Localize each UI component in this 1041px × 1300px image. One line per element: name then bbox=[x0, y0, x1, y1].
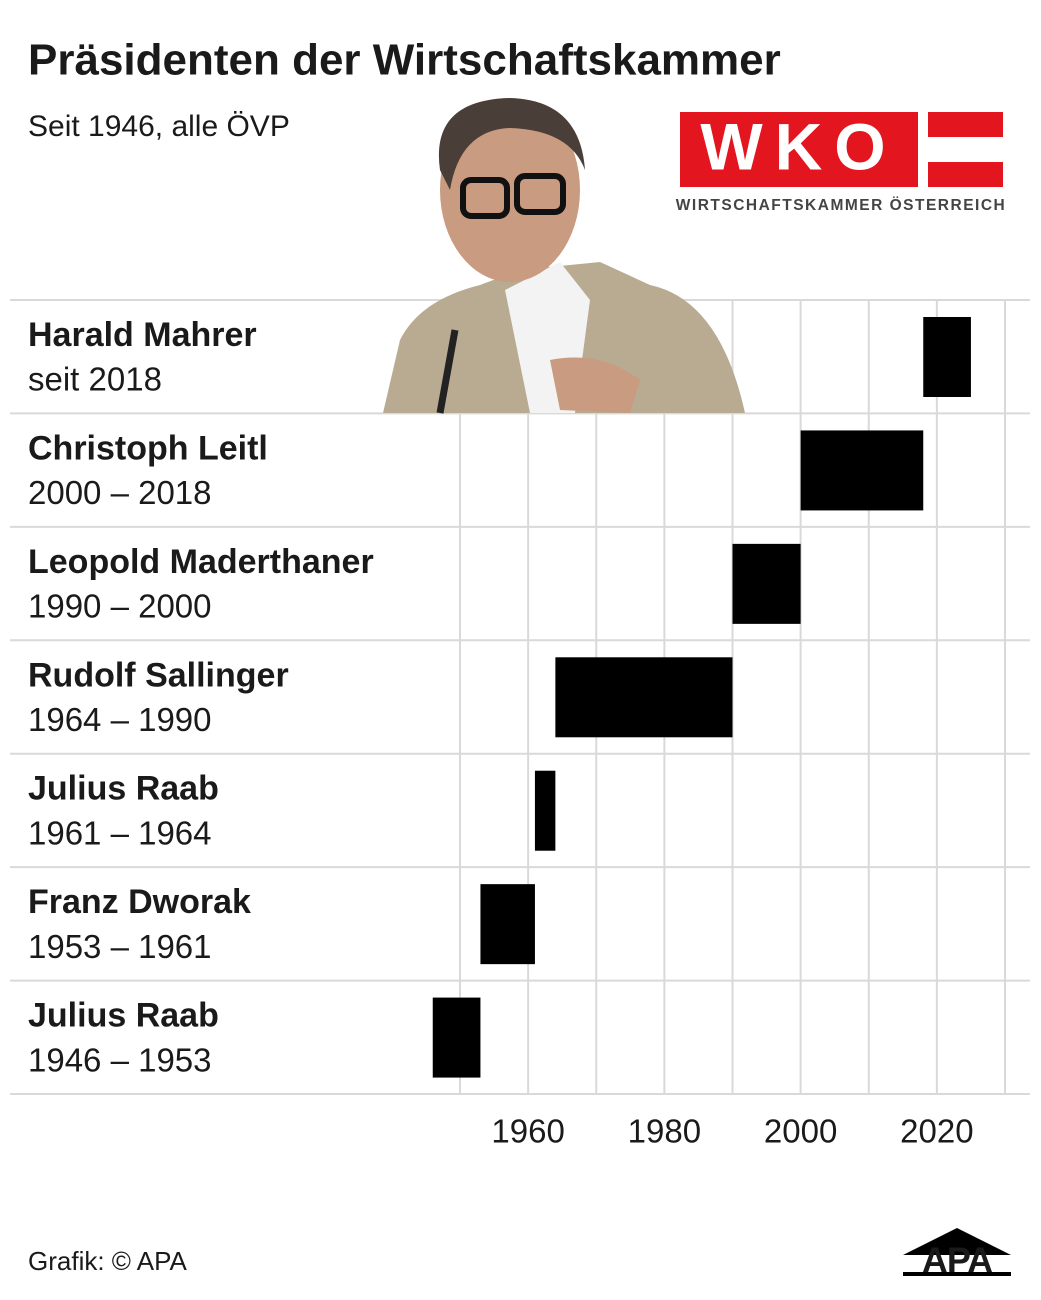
chart-subtitle: Seit 1946, alle ÖVP bbox=[28, 110, 290, 143]
row-period: 1964 – 1990 bbox=[28, 701, 212, 738]
bar bbox=[732, 543, 801, 624]
bar bbox=[432, 997, 481, 1078]
x-tick-label: 1960 bbox=[491, 1113, 564, 1150]
logo-caption: WIRTSCHAFTSKAMMER ÖSTERREICH bbox=[676, 197, 1006, 214]
row-period: 1961 – 1964 bbox=[28, 814, 212, 851]
chart-title: Präsidenten der Wirtschaftskammer bbox=[28, 36, 781, 85]
photo bbox=[383, 98, 745, 414]
row-period: 1946 – 1953 bbox=[28, 1041, 212, 1078]
bar bbox=[480, 884, 535, 965]
row-period: 1990 – 2000 bbox=[28, 588, 212, 625]
row-name: Rudolf Sallinger bbox=[28, 656, 289, 694]
row-period: seit 2018 bbox=[28, 361, 162, 398]
row-name: Leopold Maderthaner bbox=[28, 543, 374, 581]
bar bbox=[800, 430, 924, 511]
logo-mark: WKO bbox=[700, 109, 897, 183]
row-name: Franz Dworak bbox=[28, 883, 251, 921]
x-tick-label: 1980 bbox=[628, 1113, 701, 1150]
row-period: 1953 – 1961 bbox=[28, 928, 212, 965]
row-name: Harald Mahrer bbox=[28, 316, 257, 354]
grid bbox=[10, 299, 1030, 1096]
row-name: Christoph Leitl bbox=[28, 429, 268, 467]
bar bbox=[534, 770, 556, 851]
row-name: Julius Raab bbox=[28, 997, 219, 1035]
wko-logo: WKO WIRTSCHAFTSKAMMER ÖSTERREICH bbox=[676, 109, 1006, 214]
bar bbox=[555, 657, 733, 738]
bar bbox=[923, 317, 971, 397]
brand-logo: APA bbox=[903, 1228, 1011, 1281]
row-period: 2000 – 2018 bbox=[28, 474, 212, 511]
row-name: Julius Raab bbox=[28, 770, 219, 808]
x-tick-label: 2020 bbox=[900, 1113, 973, 1150]
source: Grafik: © APA bbox=[28, 1246, 187, 1276]
x-tick-label: 2000 bbox=[764, 1113, 837, 1150]
